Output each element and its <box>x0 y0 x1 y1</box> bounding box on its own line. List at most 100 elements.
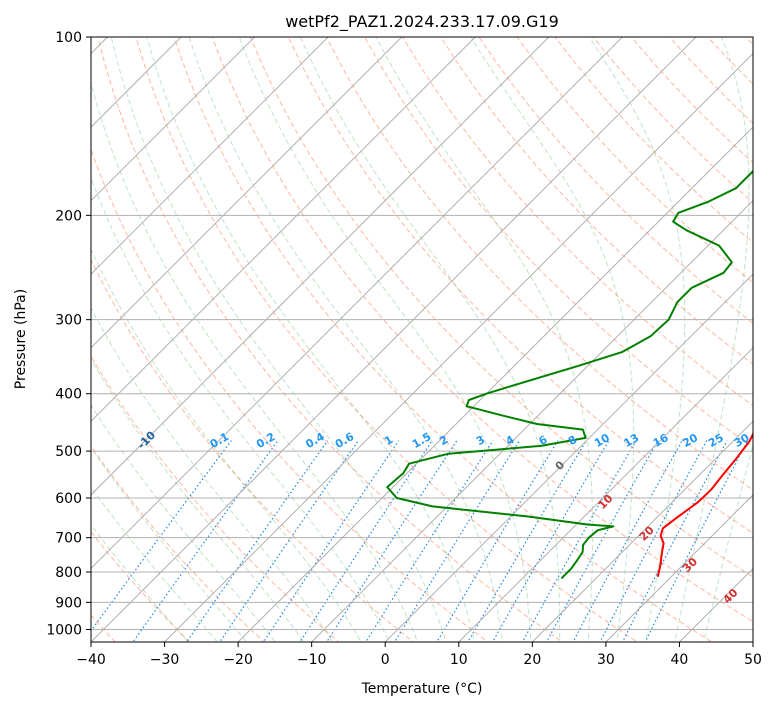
plot-frame <box>90 36 754 643</box>
moist-adiabat <box>91 81 419 642</box>
moist-adiabat-label: 10 <box>596 492 616 512</box>
isotherm-gridline <box>752 641 753 642</box>
temperature-line <box>656 431 753 578</box>
mixing-ratio-label: 1 <box>382 433 395 448</box>
mixing-ratio-line <box>644 440 749 642</box>
isotherm-gridline <box>91 37 476 423</box>
x-tick-label: 20 <box>523 652 541 668</box>
dry-adiabat <box>249 37 753 578</box>
y-tick-label: 200 <box>55 208 82 224</box>
moist-adiabat <box>238 37 532 642</box>
dry-adiabat <box>91 148 489 642</box>
mixing-ratio-line <box>325 440 458 642</box>
x-tick-label: −30 <box>150 652 180 668</box>
moist-adiabat <box>110 37 447 642</box>
dry-adiabat <box>91 355 340 642</box>
dry-adiabat <box>287 37 753 534</box>
dewpoint-line <box>386 169 753 580</box>
y-axis: 100 200 300 400 500 600 700 800 900 1000 <box>46 30 91 638</box>
y-tick-label: 100 <box>55 30 82 46</box>
isotherm-gridline <box>605 494 753 642</box>
moist-adiabat <box>703 442 753 642</box>
isotherm-gridline <box>237 126 753 642</box>
y-tick-label: 500 <box>55 444 82 460</box>
mixing-ratio-line <box>545 440 659 642</box>
isotherm-gridline <box>164 52 753 642</box>
isotherm-gridline <box>531 420 753 642</box>
sounding-profiles <box>386 169 753 580</box>
mixing-ratio-line <box>621 440 728 642</box>
moist-adiabat <box>146 37 475 642</box>
dry-adiabat <box>211 37 753 623</box>
mixing-ratio-line <box>521 440 637 642</box>
mixing-ratio-label: 2 <box>437 433 450 448</box>
background-lines <box>91 37 753 642</box>
moist-adiabat <box>91 486 218 642</box>
mixing-ratio-line <box>492 440 610 642</box>
dry-adiabat <box>364 37 753 449</box>
moist-adiabat <box>91 524 189 642</box>
x-tick-label: 0 <box>381 652 390 668</box>
isotherm-gridline <box>91 37 550 496</box>
mixing-ratio-line <box>91 440 232 632</box>
mixing-ratio-line <box>467 440 587 642</box>
mixing-ratio-label: 30 <box>732 431 752 450</box>
mixing-ratio-label: 4 <box>503 433 516 448</box>
mixing-ratio-line <box>299 440 433 642</box>
y-axis-title: Pressure (hPa) <box>13 289 29 389</box>
mixing-ratio-line <box>599 440 708 642</box>
y-tick-label: 600 <box>55 491 82 507</box>
mixing-ratio-label: 0.2 <box>254 430 277 451</box>
mixing-ratio-label: 13 <box>622 431 642 450</box>
dry-adiabat <box>325 37 753 491</box>
isotherm-gridline <box>458 347 753 642</box>
isotherm-gridline <box>311 199 753 642</box>
moist-adiabat <box>588 37 686 642</box>
mixing-ratio-line <box>436 440 559 642</box>
grid-lines <box>91 37 753 642</box>
dry-adiabat <box>516 37 753 284</box>
moist-adiabat <box>91 307 334 642</box>
moist-adiabat-label: 0 <box>553 458 568 473</box>
dry-adiabat <box>91 531 191 642</box>
mixing-ratio-label: 36 <box>754 431 774 450</box>
moist-adiabat <box>375 37 594 642</box>
dry-adiabat <box>91 258 415 642</box>
y-tick-label: 1000 <box>46 622 82 638</box>
y-tick-label: 400 <box>55 387 82 403</box>
isotherm-gridline <box>91 37 329 275</box>
mixing-ratio-line <box>572 440 683 642</box>
moist-adiabat <box>91 446 248 642</box>
dry-adiabat-label: -10 <box>135 428 158 451</box>
moist-adiabat <box>300 37 561 642</box>
x-tick-label: 10 <box>450 652 468 668</box>
x-tick-label: −20 <box>223 652 253 668</box>
moist-adiabat <box>91 248 362 642</box>
dry-adiabat <box>706 37 753 85</box>
x-tick-label: 50 <box>744 652 762 668</box>
x-tick-label: −40 <box>76 652 106 668</box>
mixing-ratio-label: 0.4 <box>303 430 327 451</box>
mixing-ratio-label: 8 <box>566 433 579 448</box>
moist-adiabat <box>674 37 750 642</box>
mixing-ratio-label: 10 <box>592 431 612 450</box>
mixing-ratio-line <box>262 440 400 642</box>
dry-adiabat <box>744 37 753 46</box>
x-tick-label: 40 <box>671 652 689 668</box>
isotherm-gridline <box>91 37 403 349</box>
x-tick-label: 30 <box>597 652 615 668</box>
dry-adiabat <box>97 37 564 642</box>
y-tick-label: 700 <box>55 531 82 547</box>
mixing-ratio-line <box>365 440 494 642</box>
isotherm-gridline <box>91 37 623 570</box>
x-tick-label: −10 <box>297 652 327 668</box>
dry-adiabat <box>592 37 753 204</box>
moist-adiabat <box>470 37 635 642</box>
dry-adiabat <box>440 37 753 365</box>
mixing-ratio-label: 0.6 <box>333 430 357 451</box>
y-tick-label: 900 <box>55 595 82 611</box>
moist-adiabat-label: 20 <box>637 523 657 543</box>
mixing-ratio-line <box>132 440 279 642</box>
isotherm-gridline <box>384 273 753 642</box>
